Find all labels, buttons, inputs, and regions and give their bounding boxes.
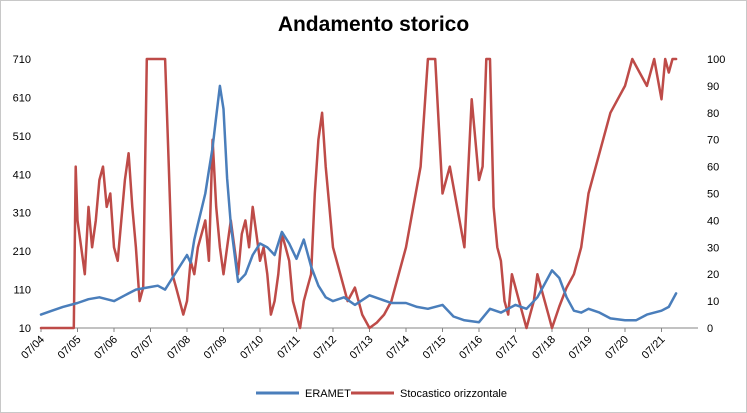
right-tick-label: 90	[707, 81, 719, 93]
x-tick-label: 07/13	[348, 334, 376, 362]
x-axis-ticks: 07/04 07/05 07/06 07/07 07/08 07/09 07/10 07/11…	[19, 328, 668, 362]
x-tick-label: 07/06	[92, 334, 120, 362]
right-tick-label: 40	[707, 215, 719, 227]
left-tick-label: 310	[13, 208, 31, 220]
x-tick-label: 07/21	[640, 334, 668, 362]
x-tick-label: 07/15	[421, 334, 449, 362]
series-line-stocastico	[39, 57, 678, 330]
right-tick-label: 20	[707, 269, 719, 281]
x-tick-label: 07/04	[19, 334, 47, 362]
series-layer	[39, 57, 678, 330]
x-tick-label: 07/16	[457, 334, 485, 362]
left-tick-label: 210	[13, 246, 31, 258]
right-tick-label: 0	[707, 323, 713, 335]
x-tick-label: 07/19	[567, 334, 595, 362]
right-axis-ticks: 0 10 20 30 40 50 60 70 80 90 100	[707, 54, 725, 335]
x-tick-label: 07/05	[56, 334, 84, 362]
legend: ERAMET Stocastico orizzontale	[256, 388, 507, 400]
right-tick-label: 80	[707, 108, 719, 120]
x-tick-label: 07/09	[202, 334, 230, 362]
series-line-eramet	[39, 84, 678, 324]
left-tick-label: 10	[19, 323, 31, 335]
x-tick-label: 07/17	[494, 334, 522, 362]
right-tick-label: 100	[707, 54, 725, 66]
left-tick-label: 610	[13, 92, 31, 104]
x-tick-label: 07/20	[603, 334, 631, 362]
right-tick-label: 50	[707, 189, 719, 201]
legend-label-stocastico: Stocastico orizzontale	[400, 388, 507, 400]
legend-label-eramet: ERAMET	[305, 388, 351, 400]
right-tick-label: 60	[707, 162, 719, 174]
left-axis-ticks: 10 110 210 310 410 510 610 710	[13, 54, 31, 335]
x-tick-label: 07/18	[530, 334, 558, 362]
right-tick-label: 10	[707, 296, 719, 308]
x-tick-label: 07/11	[275, 334, 302, 361]
x-tick-label: 07/07	[129, 334, 157, 362]
left-tick-label: 410	[13, 169, 31, 181]
x-tick-label: 07/08	[165, 334, 193, 362]
chart-title: Andamento storico	[277, 13, 470, 36]
right-tick-label: 30	[707, 242, 719, 254]
x-tick-label: 07/14	[384, 334, 412, 362]
right-tick-label: 70	[707, 135, 719, 147]
left-tick-label: 710	[13, 54, 31, 66]
left-tick-label: 110	[13, 285, 31, 297]
left-tick-label: 510	[13, 131, 31, 143]
x-tick-label: 07/12	[311, 334, 339, 362]
x-tick-label: 07/10	[238, 334, 266, 362]
